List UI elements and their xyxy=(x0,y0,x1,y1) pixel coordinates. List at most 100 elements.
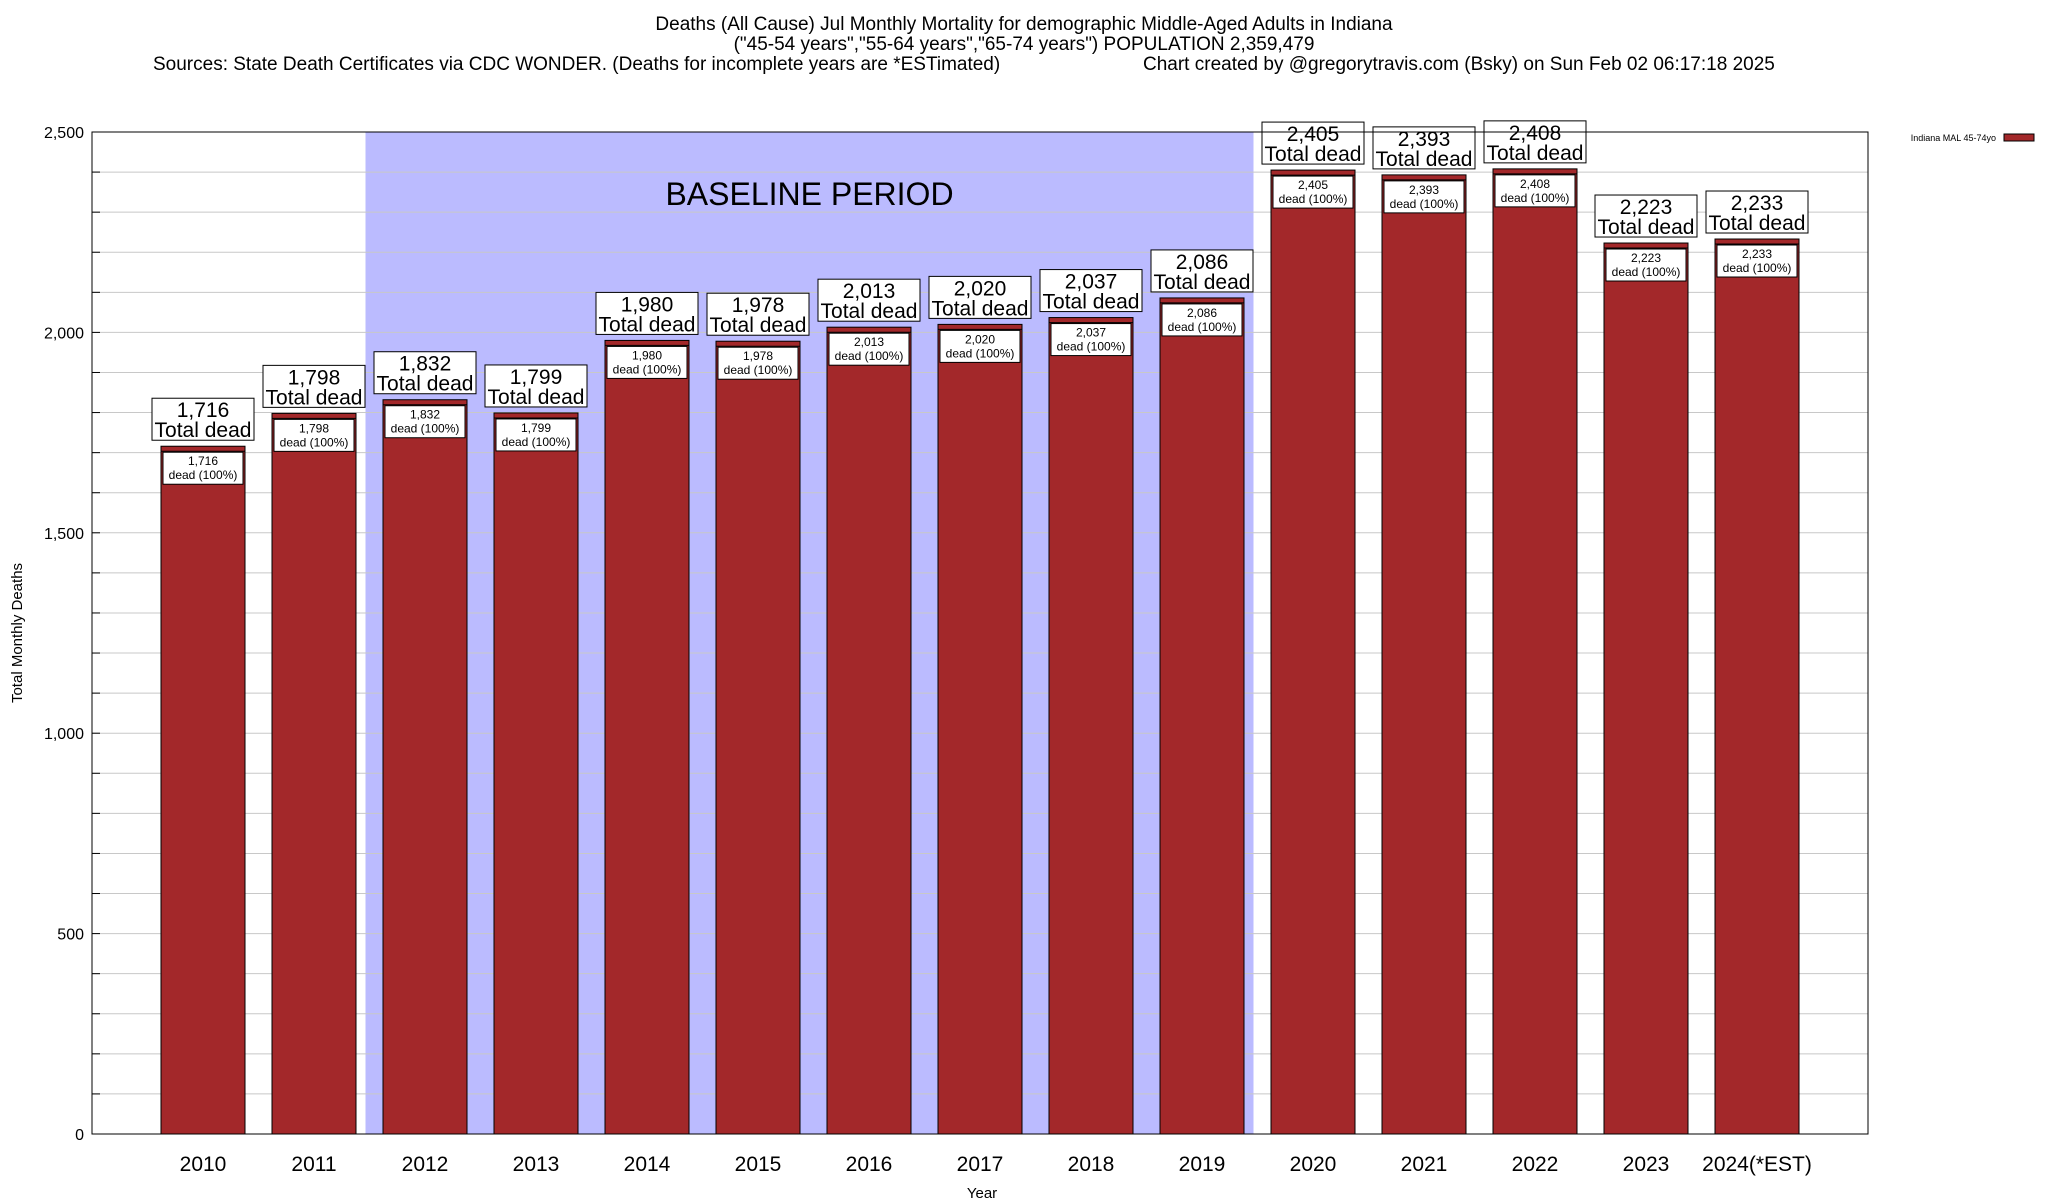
x-tick-label: 2016 xyxy=(846,1153,893,1176)
total-label-box xyxy=(928,275,1032,319)
total-label-box xyxy=(595,291,699,335)
segment-percent-label: dead (100%) xyxy=(280,435,349,449)
segment-label-box xyxy=(1383,180,1465,214)
segment-label-box xyxy=(1605,248,1687,282)
chart-subtitle: ("45-54 years","55-64 years","65-74 year… xyxy=(733,34,1315,55)
segment-value-label: 1,980 xyxy=(632,348,662,362)
segment-value-label: 2,020 xyxy=(965,332,995,346)
segment-label-box xyxy=(495,418,577,452)
bar xyxy=(382,399,468,1135)
segment-value-label: 2,013 xyxy=(854,335,884,349)
x-tick-label: 2019 xyxy=(1179,1153,1226,1176)
segment-percent-label: dead (100%) xyxy=(613,362,682,376)
segment-value-label: 2,393 xyxy=(1409,183,1439,197)
bar xyxy=(604,339,690,1135)
total-value-label: 2,037 xyxy=(1065,271,1118,294)
segment-value-label: 2,223 xyxy=(1631,251,1661,265)
total-label-box xyxy=(484,364,588,408)
segment-percent-label: dead (100%) xyxy=(169,468,238,482)
total-value-label: 2,408 xyxy=(1509,122,1562,145)
y-tick-label: 0 xyxy=(75,1127,84,1144)
x-tick-label: 2021 xyxy=(1401,1153,1448,1176)
segment-value-label: 1,832 xyxy=(410,408,440,422)
total-label-box xyxy=(1705,190,1809,234)
bar xyxy=(715,340,801,1135)
x-tick-label: 2024(*EST) xyxy=(1702,1153,1812,1176)
total-dead-label: Total dead xyxy=(155,419,252,442)
total-value-label: 2,393 xyxy=(1398,128,1451,151)
total-value-label: 2,405 xyxy=(1287,123,1340,146)
segment-label-box xyxy=(162,451,244,485)
total-label-box xyxy=(706,292,810,336)
x-tick-label: 2022 xyxy=(1512,1153,1559,1176)
legend-swatch xyxy=(2003,133,2035,142)
bar xyxy=(1714,238,1800,1135)
x-tick-label: 2018 xyxy=(1068,1153,1115,1176)
segment-percent-label: dead (100%) xyxy=(1390,197,1459,211)
y-tick-label: 1,000 xyxy=(44,726,84,743)
segment-value-label: 1,978 xyxy=(743,349,773,363)
segment-percent-label: dead (100%) xyxy=(391,422,460,436)
segment-percent-label: dead (100%) xyxy=(724,363,793,377)
x-tick-label: 2013 xyxy=(513,1153,560,1176)
total-dead-label: Total dead xyxy=(266,386,363,409)
segment-percent-label: dead (100%) xyxy=(1057,340,1126,354)
total-label-box xyxy=(151,397,255,441)
y-axis-label: Total Monthly Deaths xyxy=(9,563,26,703)
bar xyxy=(271,412,357,1135)
total-value-label: 1,798 xyxy=(288,366,341,389)
total-dead-label: Total dead xyxy=(710,314,807,337)
segment-label-box xyxy=(717,346,799,380)
total-value-label: 2,086 xyxy=(1176,251,1229,274)
segment-label-box xyxy=(1272,175,1354,209)
bar xyxy=(1048,317,1134,1135)
total-dead-label: Total dead xyxy=(1265,143,1362,166)
segment-percent-label: dead (100%) xyxy=(1501,191,1570,205)
segment-label-box xyxy=(1050,323,1132,357)
total-label-box xyxy=(262,364,366,408)
bar xyxy=(1492,168,1578,1135)
total-dead-label: Total dead xyxy=(1043,291,1140,314)
total-dead-label: Total dead xyxy=(932,297,1029,320)
segment-label-box xyxy=(1161,303,1243,337)
total-label-box xyxy=(1483,120,1587,164)
segment-label-box xyxy=(273,418,355,452)
segment-percent-label: dead (100%) xyxy=(1279,192,1348,206)
bar xyxy=(493,412,579,1135)
segment-value-label: 1,716 xyxy=(188,454,218,468)
total-value-label: 1,832 xyxy=(399,353,452,376)
y-tick-label: 2,000 xyxy=(44,325,84,342)
total-label-box xyxy=(1594,194,1698,238)
x-tick-label: 2011 xyxy=(291,1153,336,1176)
segment-label-box xyxy=(606,345,688,379)
segment-label-box xyxy=(1716,244,1798,278)
x-tick-label: 2015 xyxy=(735,1153,782,1176)
total-label-box xyxy=(1150,249,1254,293)
segment-label-box xyxy=(1494,174,1576,208)
x-tick-label: 2017 xyxy=(957,1153,1004,1176)
total-dead-label: Total dead xyxy=(1598,216,1695,239)
segment-value-label: 2,233 xyxy=(1742,247,1772,261)
x-tick-label: 2020 xyxy=(1290,1153,1337,1176)
plot-frame xyxy=(91,131,1869,1135)
total-label-box xyxy=(1039,269,1143,313)
segment-percent-label: dead (100%) xyxy=(1612,265,1681,279)
x-axis-label: Year xyxy=(967,1185,997,1200)
total-dead-label: Total dead xyxy=(1487,142,1584,165)
y-tick-label: 2,500 xyxy=(44,125,84,142)
total-dead-label: Total dead xyxy=(599,313,696,336)
x-tick-label: 2010 xyxy=(180,1153,227,1176)
total-label-box xyxy=(373,351,477,395)
total-dead-label: Total dead xyxy=(1709,212,1806,235)
total-dead-label: Total dead xyxy=(377,373,474,396)
segment-percent-label: dead (100%) xyxy=(946,346,1015,360)
total-label-box xyxy=(1261,121,1365,165)
segment-percent-label: dead (100%) xyxy=(502,435,571,449)
y-tick-label: 500 xyxy=(57,927,84,944)
segment-value-label: 2,037 xyxy=(1076,326,1106,340)
segment-value-label: 2,086 xyxy=(1187,306,1217,320)
bar xyxy=(1603,242,1689,1135)
bar xyxy=(1159,297,1245,1135)
total-value-label: 2,020 xyxy=(954,277,1007,300)
segment-label-box xyxy=(384,405,466,439)
